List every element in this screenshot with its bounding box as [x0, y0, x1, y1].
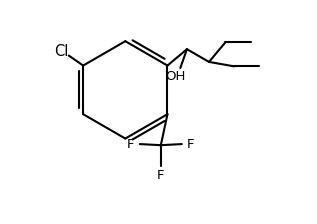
Text: F: F [187, 138, 194, 151]
Text: Cl: Cl [54, 44, 68, 59]
Text: OH: OH [166, 70, 186, 83]
Text: F: F [157, 168, 165, 181]
Text: F: F [127, 138, 135, 151]
